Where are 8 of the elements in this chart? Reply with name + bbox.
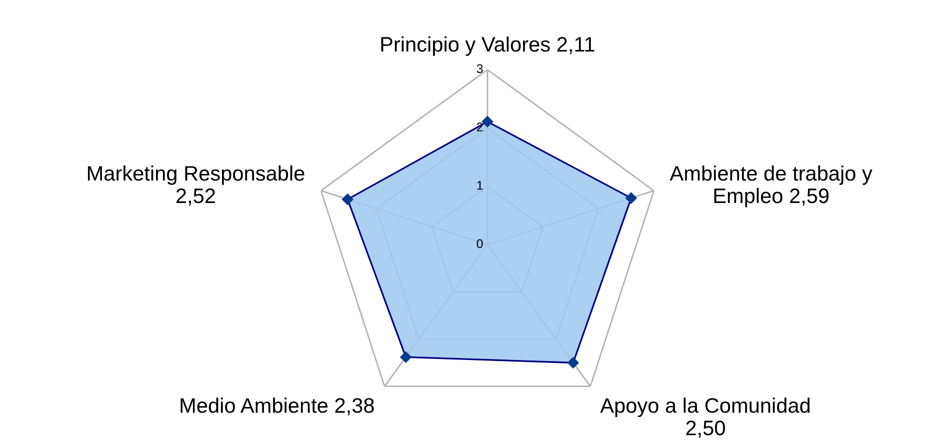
spoke-label: Principio y Valores 2,11 (381, 36, 594, 56)
spoke-label: Marketing Responsable 2,52 (88, 165, 304, 206)
spoke-label: Medio Ambiente 2,38 (180, 398, 374, 416)
y-tick-label: 3 (476, 64, 483, 74)
y-tick-label: 0 (476, 239, 483, 248)
spoke-label: Apoyo a la Comunidad 2,50 (600, 398, 810, 438)
y-tick-label: 1 (477, 181, 483, 190)
spoke-label: Ambiente de trabajo y Empleo 2,59 (670, 165, 872, 208)
